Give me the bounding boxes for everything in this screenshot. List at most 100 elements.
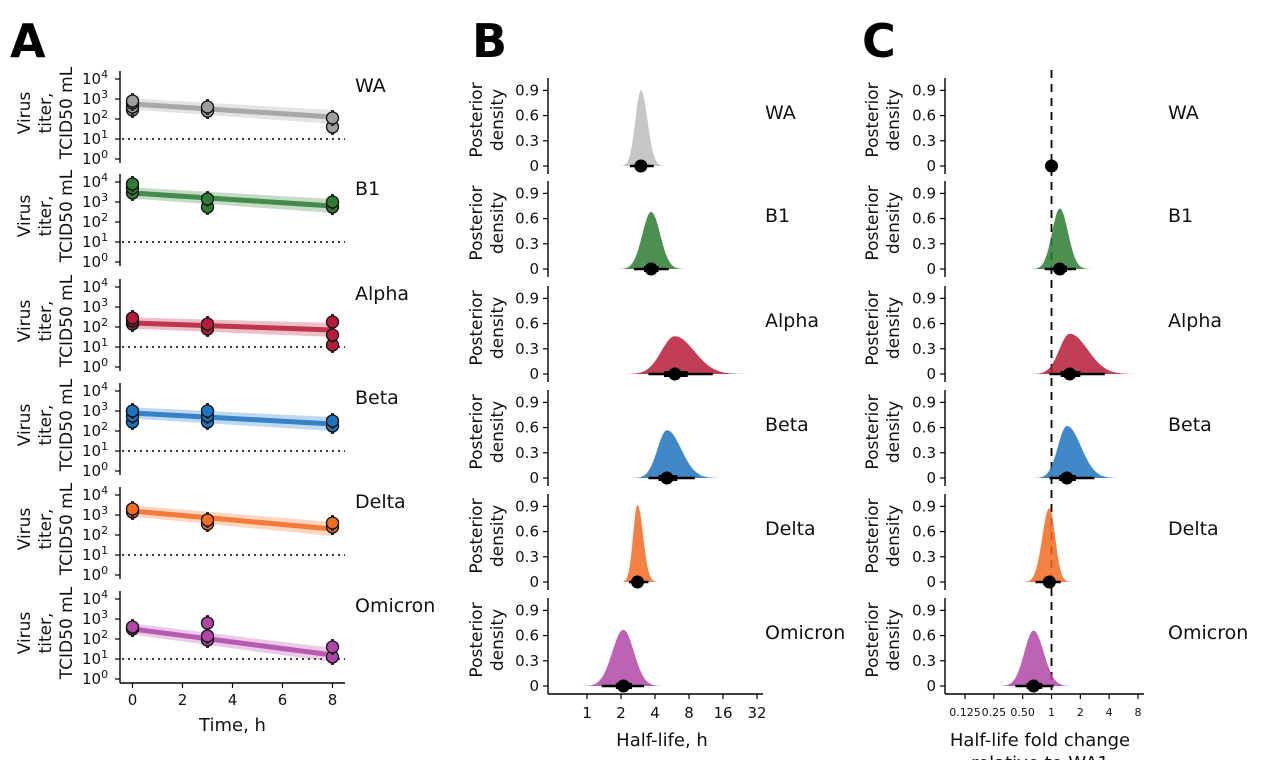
panel-a-x-tick-label: 2 [178,691,188,709]
panel-c-row-b1: Posterior density 0 0.3 0.6 0.9 B1 [863,181,1193,278]
panel-b-ylabel: Posterior [467,602,487,677]
panel-a-point [325,328,340,342]
panel-b-y-tick-label: 0 [529,260,539,278]
panel-a-y-tick-label: 102 [82,420,108,440]
panel-b-ylabel: Posterior [467,394,487,469]
panel-b-x-tick-label: 4 [650,704,660,722]
panel-c-x-label: Half-life fold change [950,730,1130,751]
panel-c-y-tick-label: 0.3 [912,444,936,462]
panel-b-strip-label: WA [765,102,796,124]
panel-c-strip-label: Beta [1168,414,1212,436]
panel-a-point [200,616,215,630]
panel-b-y-tick-label: 0.6 [515,107,539,125]
panel-c-y-tick-label: 0.9 [912,393,936,411]
panel-b-ylabel: Posterior [467,82,487,157]
panel-b-ylabel: density [488,505,508,567]
panel-a-strip-label: Omicron [355,595,435,617]
panel-b-y-tick-label: 0.6 [515,419,539,437]
panel-c-y-tick-label: 0.3 [912,235,936,253]
panel-b-y-tick-label: 0.3 [515,132,539,150]
panel-a-y-tick-label: 101 [82,231,108,251]
panel-c-row-wa: Posterior density 0 0.3 0.6 0.9 WA [863,78,1199,175]
panel-b-y-tick-label: 0 [529,365,539,383]
panel-b-y-tick-label: 0.9 [515,393,539,411]
panel-a-y-tick-label: 103 [82,88,108,108]
panel-a-y-tick-label: 103 [82,296,108,316]
panel-b-strip-label: Alpha [765,310,819,332]
panel-a-y-tick-label: 102 [82,211,108,231]
panel-c-strip-label: B1 [1168,205,1193,227]
panel-a-strip-label: B1 [355,178,380,200]
panel-b-y-tick-label: 0 [529,677,539,695]
panel-b-median [616,679,630,693]
panel-b-density [576,629,668,686]
panel-b-density [618,336,757,374]
panel-b-y-tick-label: 0.3 [515,548,539,566]
panel-b-ylabel: density [488,297,508,359]
panel-c-strip-label: WA [1168,102,1199,124]
panel-a-x-tick-label: 8 [328,691,338,709]
panel-c-y-tick-label: 0 [926,365,936,383]
panel-c-ylabel: density [884,505,904,567]
panel-c-median [1027,679,1041,693]
panel-c-median [1063,367,1077,381]
panel-b-y-tick-label: 0.6 [515,210,539,228]
panel-a-ylabel: TCID50 mL [57,274,77,368]
panel-a-point [125,502,140,516]
panel-b-density [627,430,727,478]
panel-a-ylabel: titer, [36,196,56,237]
panel-b-row-wa: Posterior density 0 0.3 0.6 0.9 WA [467,78,796,175]
panel-b-y-tick-label: 0 [529,573,539,591]
panel-a-strip-label: Beta [355,387,399,409]
panel-a-point [325,111,340,125]
panel-c-x-tick-label: 0.125 [949,706,981,719]
panel-c-ylabel: density [884,192,904,254]
panel-b-row-alpha: Posterior density 0 0.3 0.6 0.9 Alpha [467,286,819,383]
panel-a-fit-line [132,190,333,209]
panel-c-y-tick-label: 0.6 [912,627,936,645]
panel-c-ylabel: Posterior [863,82,883,157]
panel-c-strip-label: Omicron [1168,622,1248,644]
panel-a-point [200,513,215,527]
panel-b-y-tick-label: 0.3 [515,235,539,253]
panel-a-ylabel: titer, [36,93,56,134]
panel-c-density [994,630,1077,686]
panel-a-point [200,317,215,331]
panel-c-ylabel: density [884,89,904,151]
panel-b-y-tick-label: 0.6 [515,627,539,645]
panel-c-y-tick-label: 0.9 [912,81,936,99]
panel-a-ylabel: Virus [15,195,35,238]
panel-c-y-tick-label: 0 [926,677,936,695]
panel-b-y-tick-label: 0.6 [515,523,539,541]
panel-b-strip-label: Omicron [765,622,845,644]
panel-b-row-delta: Posterior density 0 0.3 0.6 0.9 Delta [467,494,816,591]
panel-c-y-tick-label: 0.3 [912,340,936,358]
panel-a-point [325,414,340,428]
panel-a-point [200,629,215,643]
panel-a-point [125,311,140,325]
panel-a-ylabel: titer, [36,405,56,446]
panel-a-ylabel: titer, [36,613,56,654]
panel-c-ylabel: Posterior [863,602,883,677]
panel-c-y-tick-label: 0.3 [912,652,936,670]
panel-a-x-tick-label: 0 [128,691,138,709]
panel-c-x-tick-label: 1 [1048,706,1055,719]
panel-b-density [619,504,661,582]
panel-c-y-tick-label: 0 [926,157,936,175]
panel-c-ylabel: density [884,609,904,671]
panel-c-median [1042,575,1056,589]
panel-b-ylabel: density [488,401,508,463]
panel-a-y-tick-label: 104 [82,171,108,191]
panel-c-x-tick-label: 4 [1106,706,1113,719]
panel-c-y-tick-label: 0.6 [912,315,936,333]
panel-b-median [668,367,682,381]
panel-c-density [1027,208,1095,269]
panel-b-y-tick-label: 0.3 [515,340,539,358]
panel-c-y-tick-label: 0.9 [912,497,936,515]
panel-c-density [1026,333,1145,374]
